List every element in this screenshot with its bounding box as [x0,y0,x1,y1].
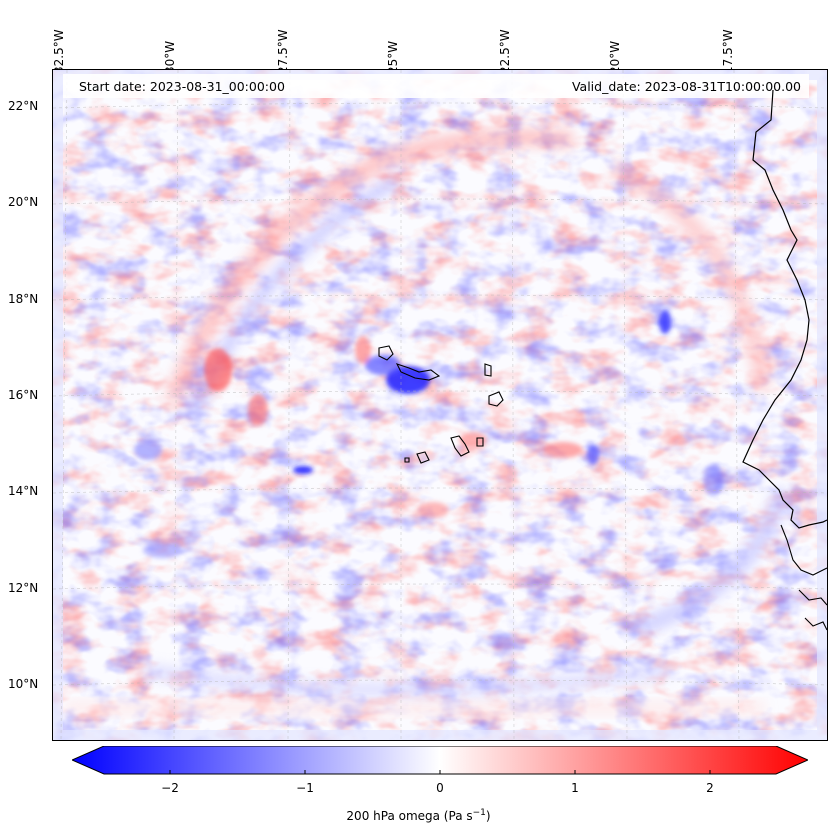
lat-label-20n: 20°N [8,195,39,209]
graticule [53,70,827,740]
colorbar-label-sup: −1 [472,808,486,818]
colorbar-tick-neg1: −1 [296,781,314,795]
omega-field-map [53,70,827,740]
valid-date-label: Valid_date: 2023-08-31T10:00:00.00 [571,79,801,94]
lat-label-16n: 16°N [8,388,39,402]
colorbar [72,746,808,775]
lat-label-12n: 12°N [8,581,39,595]
lat-label-18n: 18°N [8,292,39,306]
colorbar-tick-0: 0 [436,781,444,795]
lon-label-17-5w: 17.5°W [721,29,735,74]
lon-label-27-5w: 27.5°W [276,29,290,74]
lat-label-14n: 14°N [8,484,39,498]
lon-label-32-5w: 32.5°W [52,29,66,74]
africa-coastline [742,89,827,529]
colorbar-tick-1: 1 [571,781,579,795]
cape-verde-islands [378,345,504,464]
lon-label-22-5w: 22.5°W [498,29,512,74]
colorbar-tick-2: 2 [706,781,714,795]
start-date-label: Start date: 2023-08-31_00:00:00 [79,79,285,94]
lat-label-22n: 22°N [8,99,39,113]
colorbar-label-end: ) [485,809,491,823]
colorbar-label: 200 hPa omega (Pa s−1) [0,808,837,823]
colorbar-label-main: 200 hPa omega (Pa s [346,809,473,823]
colorbar-tick-neg2: −2 [161,781,179,795]
lat-label-10n: 10°N [8,677,39,691]
map-panel[interactable]: Start date: 2023-08-31_00:00:00 Valid_da… [52,69,828,741]
